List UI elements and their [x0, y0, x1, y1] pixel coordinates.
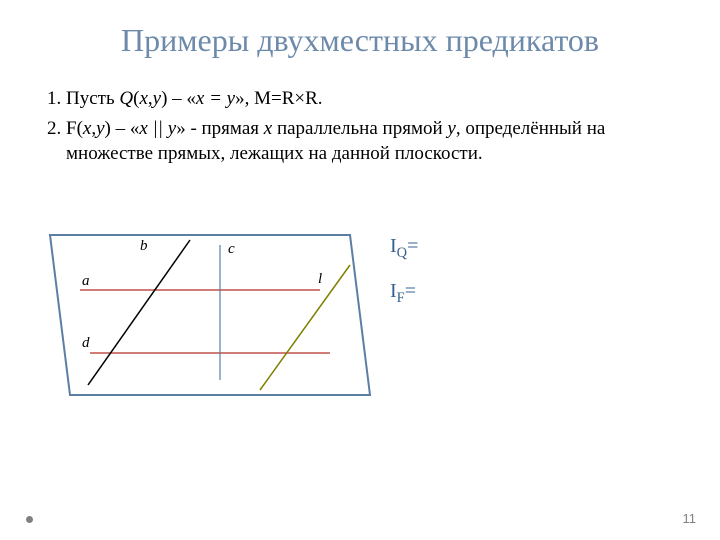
line-label-l: l [318, 271, 322, 287]
text: » - прямая [176, 118, 264, 139]
bullet-icon [26, 516, 33, 523]
text: R. [305, 88, 322, 109]
yi: y [447, 118, 455, 139]
page-title: Примеры двухместных предикатов [0, 22, 720, 59]
text: », M=R [235, 88, 294, 109]
eq: = [407, 235, 418, 257]
expr2: x || y [139, 118, 176, 139]
i: I [390, 235, 397, 257]
text: параллельна прямой [272, 118, 447, 139]
line-label-c: c [228, 241, 235, 257]
fn-q: Q [119, 88, 133, 109]
args: (x,y) [133, 88, 167, 109]
eq: = [405, 280, 416, 302]
line-label-d: d [82, 335, 90, 351]
line-label-a: a [82, 273, 90, 289]
line-label-b: b [140, 238, 148, 254]
diagram: a d b c l [30, 225, 380, 415]
line-b [88, 240, 190, 385]
text: Пусть [66, 88, 119, 109]
list-item-1: Пусть Q(x,y) – «x = y», M=R×R. [66, 86, 684, 112]
sub-f: F [397, 290, 405, 306]
fn-f: F [66, 118, 77, 139]
text: – « [167, 88, 196, 109]
xi: x [264, 118, 272, 139]
text: – « [111, 118, 140, 139]
cross: × [294, 88, 305, 109]
sub-q: Q [397, 245, 407, 261]
label-if: IF= [390, 280, 418, 307]
i: I [390, 280, 397, 302]
line-l [260, 265, 350, 390]
expr: x = y [196, 88, 235, 109]
label-iq: IQ= [390, 235, 418, 262]
args: (x,y) [77, 118, 111, 139]
body-text: Пусть Q(x,y) – «x = y», M=R×R. F(x,y) – … [36, 86, 684, 171]
side-labels: IQ= IF= [390, 235, 418, 325]
page-number: 11 [683, 511, 697, 526]
list-item-2: F(x,y) – «x || y» - прямая x параллельна… [66, 116, 684, 167]
